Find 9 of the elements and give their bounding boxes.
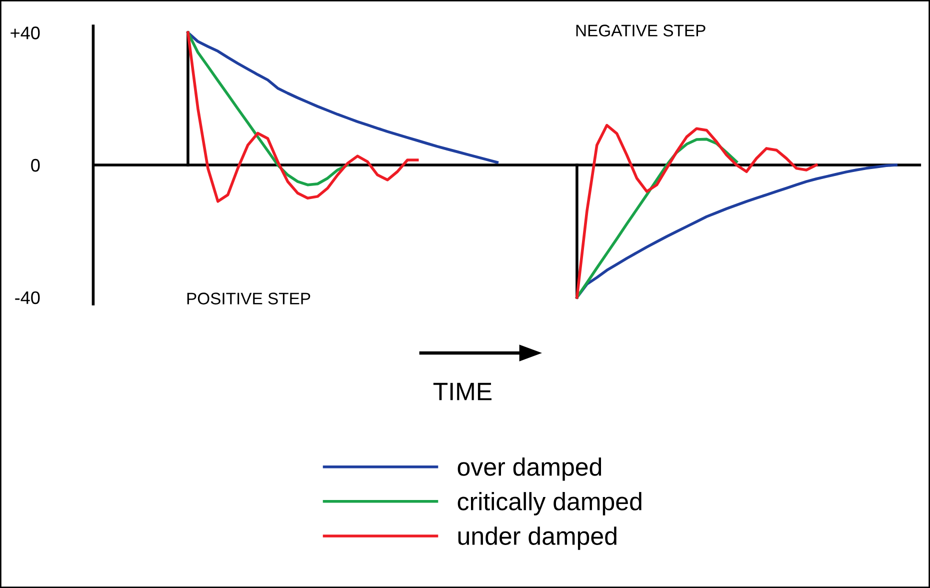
x-axis-title: TIME <box>433 382 492 400</box>
y-tick-label: -40 <box>15 291 40 304</box>
legend-label: over damped <box>458 458 602 481</box>
annotation: NEGATIVE STEP <box>576 24 706 36</box>
legend-label: under damped <box>458 526 616 550</box>
y-tick-label: 0 <box>31 158 40 172</box>
legend-label: critically damped <box>458 492 642 516</box>
annotation: POSITIVE STEP <box>187 292 310 304</box>
y-tick-label: +40 <box>10 26 40 40</box>
